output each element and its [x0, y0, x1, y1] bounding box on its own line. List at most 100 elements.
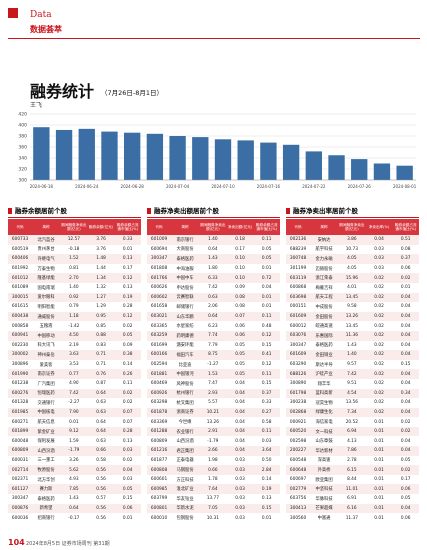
table-cell: 0.56: [87, 503, 115, 514]
table-cell: 今世缘: [178, 420, 192, 426]
table-cell: 0.19: [253, 484, 280, 495]
table-row: 601609 金田铜业 1.40 0.02 0.04: [286, 350, 419, 360]
y-tick-label: 380: [18, 134, 27, 140]
table-cell: 中国核电: [32, 407, 60, 418]
table-cell: 603076: [286, 330, 311, 341]
table-cell: 6.33: [198, 273, 227, 283]
bar: [396, 165, 413, 180]
table-row: 000921 海信家电 20.52 0.01 0.02: [286, 417, 419, 427]
table-cell: 冠昊生物: [315, 400, 333, 406]
table-cell: 600048: [11, 438, 29, 444]
table-cell: 通威股份: [32, 311, 60, 322]
table-row: 603021 山东华鹏 0.64 0.07 0.11: [147, 311, 280, 322]
table-row: 002598 山东章鼓 4.13 0.01 0.04: [286, 436, 419, 446]
table-cell: 0.04: [235, 400, 245, 406]
column-header: 融券余额(亿元): [87, 219, 115, 235]
table-row: 600868 梅雁吉祥 4.01 0.02 0.01: [286, 283, 419, 293]
table-cell: 0.08: [235, 304, 245, 310]
table-cell: 0.05: [226, 369, 254, 379]
table-cell: 3.53: [69, 362, 79, 368]
table-cell: 1.43: [347, 342, 357, 348]
table-cell: 0.64: [198, 311, 227, 322]
table-row: 301199 迈赫股份 4.05 0.03 0.06: [286, 264, 419, 274]
table-row: 601328 交通银行 -2.27 0.63 0.02: [8, 398, 141, 408]
table-cell: 002136: [286, 235, 311, 245]
table-row: 300347 泰格医药 1.43 0.02 0.04: [286, 341, 419, 351]
table-cell: 3.63: [59, 350, 88, 360]
table-row: 000858 五粮液 -1.42 0.85 0.02: [8, 321, 141, 331]
table-row: 601699 潞安环能 7.79 0.05 0.15: [147, 341, 280, 351]
bar: [282, 144, 300, 180]
table-cell: 农业银行: [171, 426, 199, 437]
table-cell: 0.02: [392, 465, 419, 475]
table-row: 603365 水星家纺 6.23 0.06 0.48: [147, 321, 280, 331]
table-cell: 0.02: [374, 323, 384, 329]
table-cell: 0.15: [400, 362, 411, 368]
table-cell: 601985: [8, 407, 33, 418]
table-cell: 601288: [147, 426, 172, 437]
header-rule: [8, 38, 420, 39]
table-cell: -1.27: [207, 362, 219, 368]
table-cell: 13.26: [206, 419, 220, 425]
table-cell: 中海油服: [176, 266, 194, 272]
table-cell: 0.92: [59, 292, 88, 303]
table-row: 600048 保利发展 1.59 0.63 0.13: [8, 436, 141, 446]
table-cell: 0.05: [235, 362, 245, 368]
table-row: 600926 杭州银行 2.93 0.04 0.37: [147, 388, 280, 399]
table-cell: 北汽蓝谷: [32, 235, 60, 245]
table-cell: 002598: [289, 438, 307, 444]
table-cell: 0.02: [365, 330, 393, 341]
table-cell: 4.05: [347, 266, 357, 272]
table-cell: 申达股份: [176, 285, 194, 291]
x-tick-label: 2024-06-18: [30, 184, 54, 189]
bar: [214, 139, 232, 180]
table-cell: 7.90: [59, 407, 88, 418]
table-cell: 300347: [289, 342, 307, 348]
table-cell: 2.93: [198, 388, 227, 399]
table-cell: 600601: [150, 477, 168, 483]
table-cell: 0.56: [87, 465, 115, 475]
table-cell: 002779: [286, 484, 311, 495]
table-row: 601089 国电南瑞 1.40 1.32 0.13: [8, 283, 141, 293]
table-cell: 1.44: [96, 266, 106, 272]
table-cell: 7.86: [337, 446, 366, 456]
table-cell: 15.96: [337, 273, 366, 283]
table-cell: 8.75: [198, 350, 227, 360]
table-cell: 2.78: [347, 457, 357, 463]
table-cell: 0.37: [253, 388, 280, 399]
table-cell: 601877: [150, 457, 168, 463]
table-cell: 601216: [147, 446, 172, 456]
section-en: Data: [30, 10, 52, 20]
table-cell: 0.13: [261, 496, 272, 502]
table-cell: 0.06: [392, 484, 419, 495]
table-cell: 0.01: [122, 515, 133, 521]
table-row: 002230 科大讯飞 2.19 0.83 0.09: [8, 341, 141, 351]
table-cell: 0.34: [392, 388, 419, 399]
table-cell: 0.38: [114, 350, 141, 360]
table-cell: 603021: [147, 311, 172, 322]
y-tick-label: 360: [18, 145, 27, 151]
table-cell: 0.02: [374, 362, 384, 368]
table-cell: 0.33: [261, 400, 272, 406]
bar: [146, 133, 164, 180]
column-header: 简称: [171, 219, 199, 235]
table-cell: 招商银行: [37, 516, 55, 522]
table-cell: 万泰生物: [37, 266, 55, 272]
table-cell: 保利发展: [37, 439, 55, 445]
table-cell: 601012: [8, 273, 33, 283]
table-cell: 中富通: [317, 516, 331, 522]
table-cell: 13.77: [206, 496, 220, 502]
column-header: 代码: [8, 219, 33, 235]
table-cell: 600697: [289, 477, 307, 483]
table-cell: 0.02: [122, 400, 133, 406]
table-cell: 0.05: [114, 330, 141, 341]
table-cell: 600985: [147, 484, 172, 495]
table-cell: 0.04: [365, 235, 393, 245]
table-cell: 1.34: [87, 273, 115, 283]
table-cell: 3.26: [69, 457, 79, 463]
table-cell: 0.07: [114, 407, 141, 418]
table-cell: 0.06: [114, 503, 141, 514]
table-cell: 0.50: [261, 457, 272, 463]
bar: [237, 140, 254, 180]
table-cell: 0.15: [261, 381, 272, 387]
